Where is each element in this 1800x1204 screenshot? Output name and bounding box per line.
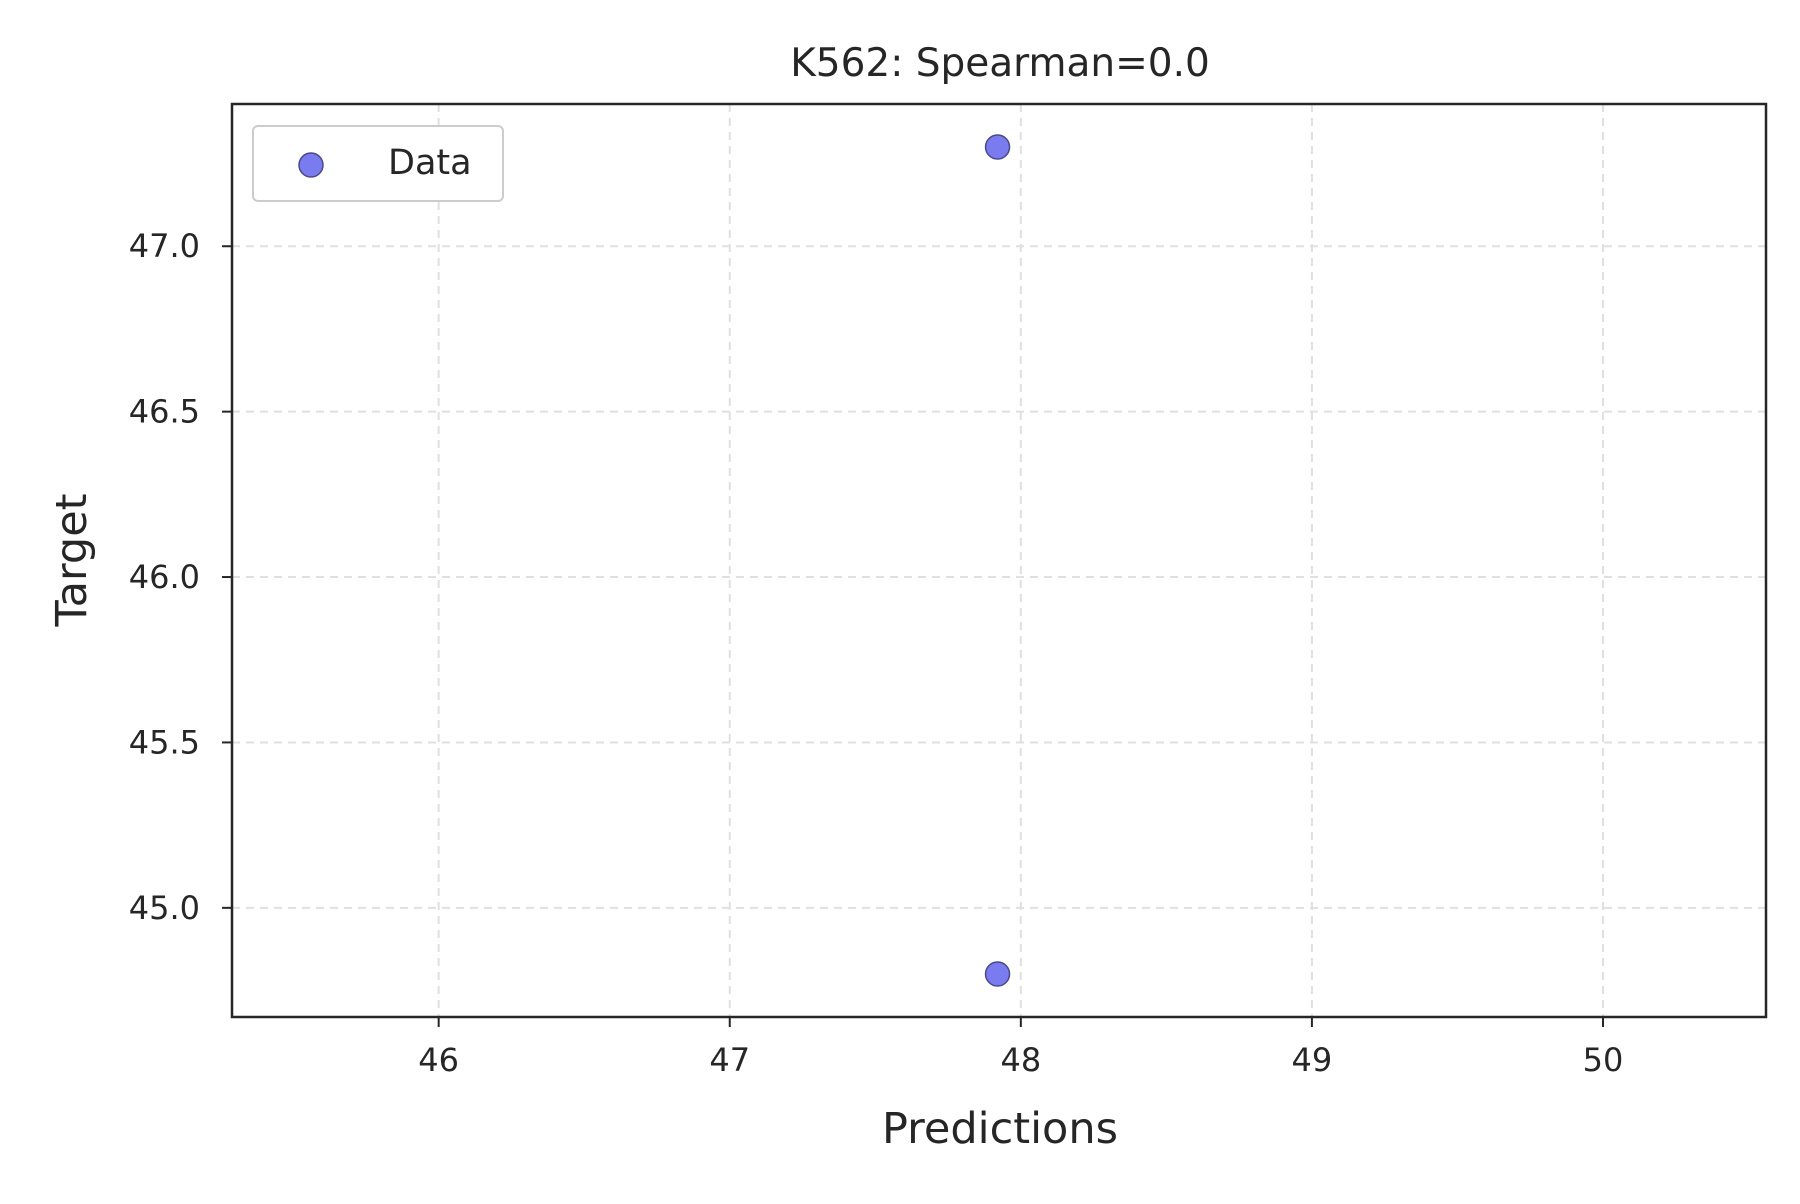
y-tick-label: 45.5: [129, 723, 200, 761]
x-tick-label: 49: [1292, 1041, 1333, 1079]
chart-title: K562: Spearman=0.0: [790, 41, 1210, 86]
data-point: [984, 961, 1011, 987]
grid-lines: [232, 104, 1766, 1017]
plot-frame: [230, 102, 1768, 1019]
x-tick-label: 48: [1000, 1041, 1041, 1079]
x-axis-label: Predictions: [882, 1104, 1118, 1154]
y-tick-label: 46.0: [129, 558, 200, 596]
x-tick-label: 50: [1583, 1041, 1624, 1079]
data-points: [984, 134, 1011, 987]
y-axis-label: Target: [47, 493, 97, 627]
axis-ticks: 46 47 48 49 50 45.0 45.5 46.0 46.5 47.0: [129, 227, 1624, 1079]
legend-label: Data: [388, 143, 472, 183]
y-tick-label: 45.0: [129, 889, 200, 927]
data-point: [984, 134, 1011, 160]
legend: Data: [252, 125, 504, 202]
legend-marker: [298, 152, 324, 178]
x-tick-label: 47: [709, 1041, 750, 1079]
y-tick-label: 47.0: [129, 227, 200, 265]
y-tick-label: 46.5: [129, 393, 200, 431]
x-tick-label: 46: [418, 1041, 459, 1079]
legend-box: [252, 125, 504, 202]
